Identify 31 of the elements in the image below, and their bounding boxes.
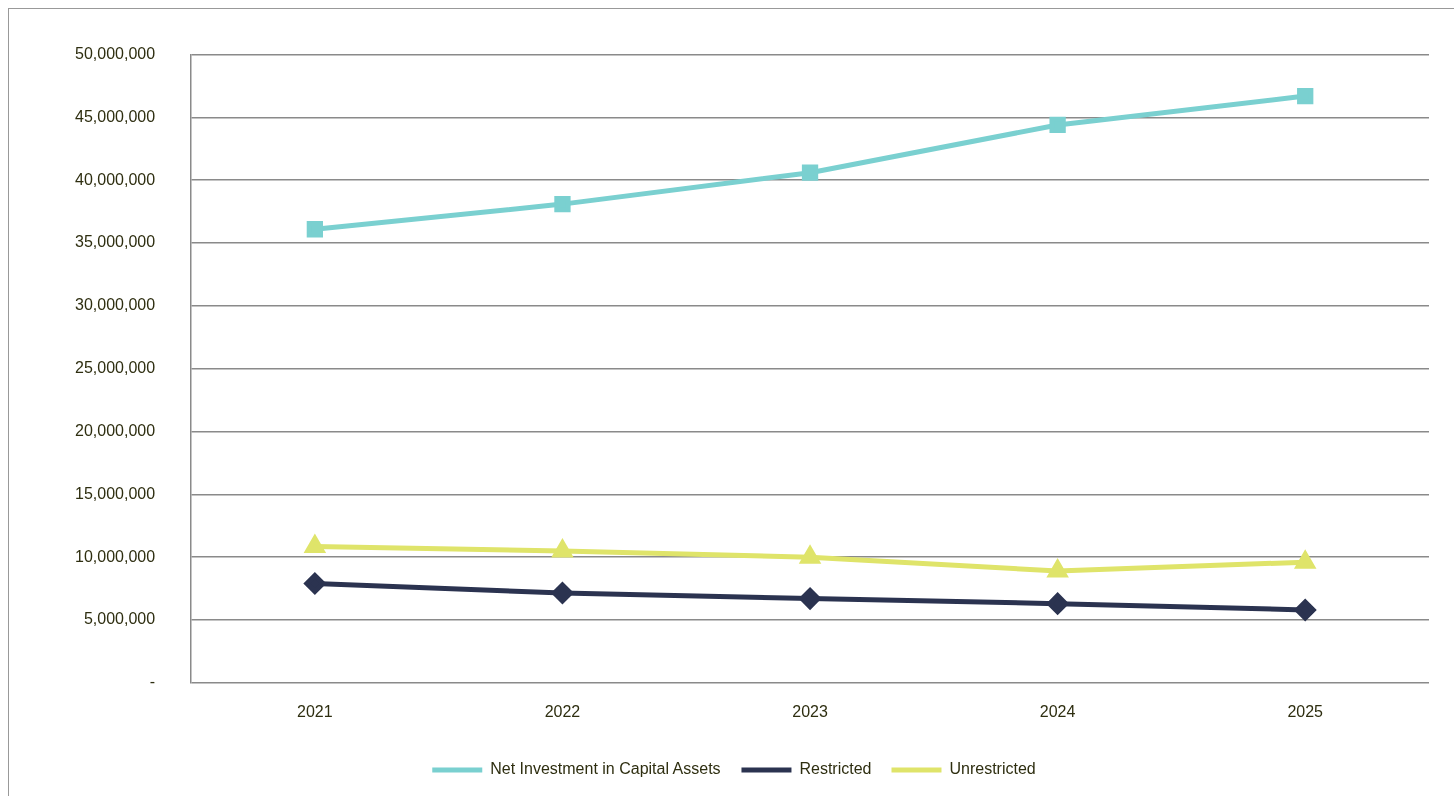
point [1048, 560, 1068, 578]
y-tick-label: - [149, 673, 156, 691]
x-tick-label: 2022 [544, 702, 581, 720]
x-tick-label: 2024 [1039, 702, 1076, 720]
point [306, 221, 324, 238]
point [801, 164, 819, 181]
point [799, 588, 821, 610]
point [551, 582, 573, 604]
point [553, 540, 572, 558]
y-tick-label: 50,000,000 [75, 45, 156, 63]
legend-label: Net Investment in Capital Assets [490, 760, 721, 778]
y-tick-label: 25,000,000 [75, 359, 156, 377]
point [1297, 87, 1314, 105]
point [304, 573, 326, 595]
y-tick-label: 45,000,000 [75, 107, 156, 125]
point [554, 195, 571, 213]
y-tick-label: 40,000,000 [75, 170, 156, 188]
y-tick-label: 15,000,000 [75, 484, 156, 502]
point [1049, 116, 1066, 134]
point [1294, 599, 1316, 621]
legend-label: Unrestricted [949, 760, 1036, 778]
y-tick-label: 35,000,000 [75, 233, 156, 251]
y-tick-label: 10,000,000 [75, 547, 156, 565]
y-tick-label: 5,000,000 [83, 610, 156, 628]
y-tick-label: 20,000,000 [75, 421, 156, 439]
x-tick-label: 2023 [792, 702, 828, 720]
point [1047, 593, 1069, 615]
y-tick-label: 30,000,000 [75, 296, 156, 314]
x-tick-label: 2021 [297, 702, 333, 720]
legend-label: Restricted [799, 760, 872, 778]
x-tick-label: 2025 [1287, 702, 1324, 720]
